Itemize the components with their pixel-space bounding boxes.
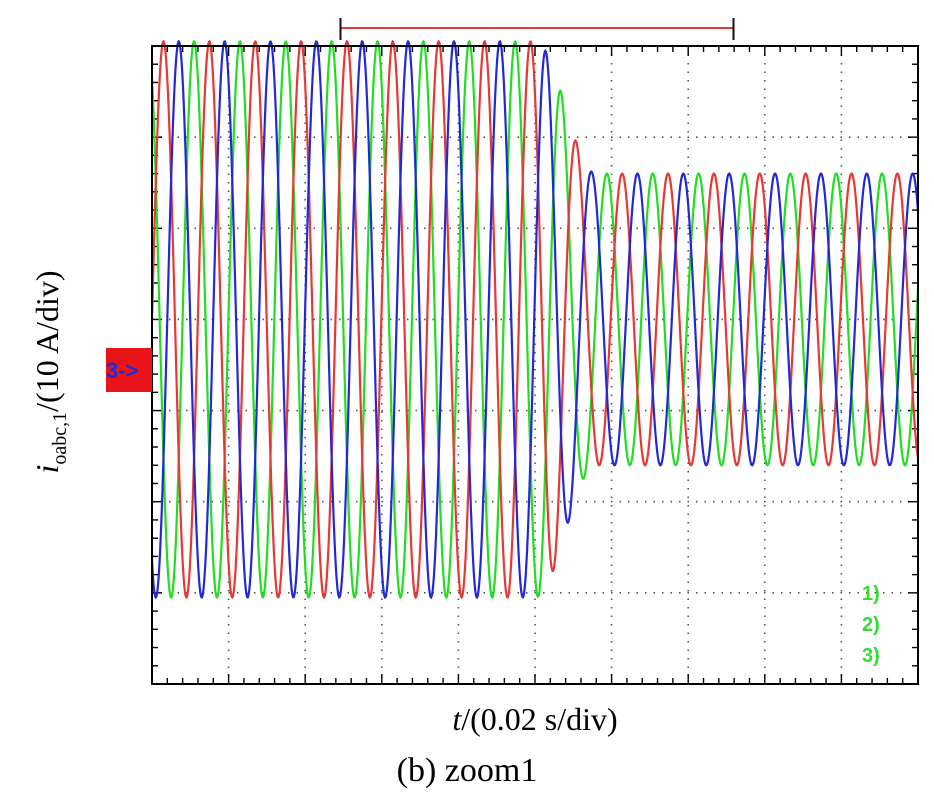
phase-trace-2: [150, 39, 920, 600]
x-axis-label: t/(0.02 s/div): [452, 701, 617, 737]
ground-marker: [106, 348, 152, 392]
channel-label-2: 2): [862, 614, 880, 636]
cursor-bracket: [339, 18, 735, 40]
traces: [150, 39, 920, 600]
channel-label-3: 3): [862, 645, 880, 667]
ground-marker-label: 3->: [106, 358, 138, 383]
y-axis-label: ioabc,1/(10 A/div): [29, 271, 71, 474]
oscilloscope-chart: 3-> 1) 2) 3) t/(0.02 s/div) ioabc,1/(10 …: [29, 18, 920, 737]
figure-caption: (b) zoom1: [396, 752, 538, 789]
phase-trace-3: [150, 39, 920, 600]
channel-label-1: 1): [862, 583, 880, 605]
